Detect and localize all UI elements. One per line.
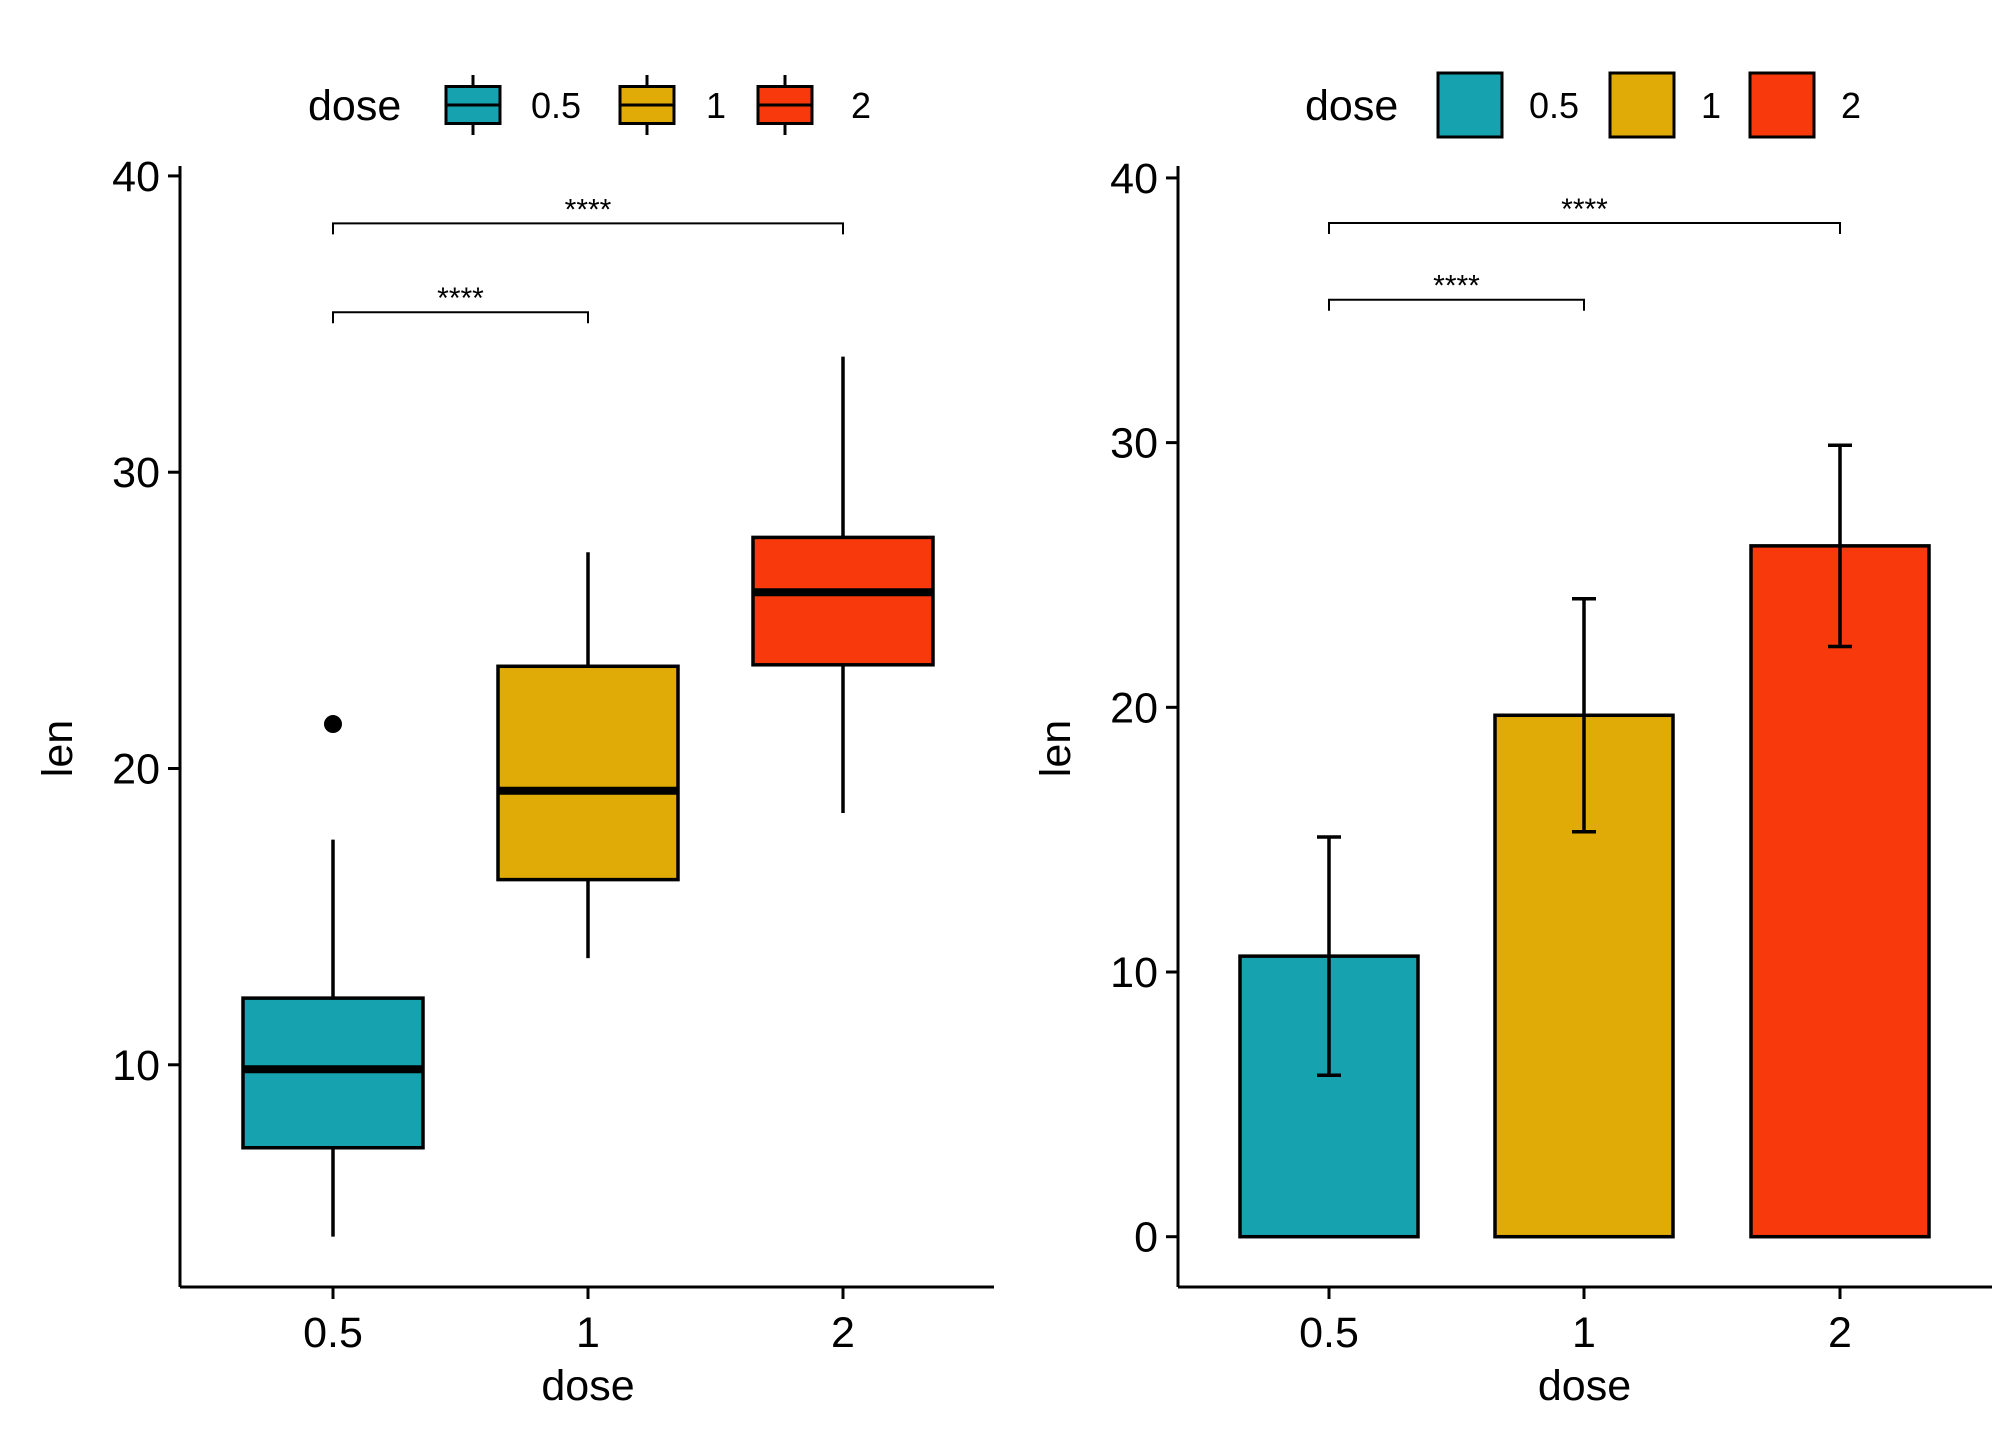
y-tick-label: 40 [1110,155,1158,203]
legend-label: 2 [851,85,871,126]
bracket-line [332,222,844,235]
significance-bracket: **** [332,282,589,324]
chart-panel-boxplot: 10 20 30 40 0.5 1 2 dose len **** **** dose 0.5 1 2 [34,75,994,1410]
legend-key-2: 2 [1748,71,1861,139]
y-tick-label: 10 [1110,949,1158,997]
significance-label: **** [437,282,484,315]
legend-label: 2 [1841,85,1861,126]
box-1 [496,552,680,959]
chart-panel-barplot: 0 10 20 30 40 0.5 1 2 dose len **** **** dose 0.5 1 2 [1032,71,1992,1410]
legend-key-swatch [1748,71,1816,139]
legend-key-swatch [1608,71,1676,139]
legend-label: 0.5 [531,85,581,126]
bar [1749,544,1931,1239]
box-iqr [496,664,680,882]
x-tick-label: 2 [831,1309,855,1357]
y-tick-label: 0 [1134,1214,1158,1262]
bracket-line [1328,298,1585,311]
y-tick-label: 40 [112,153,160,201]
y-tick-label: 30 [112,449,160,497]
y-tick-label: 30 [1110,420,1158,468]
x-tick-label: 2 [1828,1309,1852,1357]
significance-label: **** [1433,270,1480,303]
legend-label: 0.5 [1529,85,1579,126]
y-tick-label: 10 [112,1042,160,1090]
legend-label: 1 [706,85,726,126]
outlier-point [324,715,342,734]
bracket-line [332,311,589,324]
x-tick-label: 1 [576,1309,600,1357]
significance-label: **** [1561,193,1608,226]
legend-title: dose [308,82,401,130]
y-axis-title: len [34,720,82,777]
legend-key-0.5: 0.5 [1436,71,1579,139]
legend-key-1: 1 [1608,71,1721,139]
legend-title: dose [1305,82,1398,130]
legend-key-swatch [1436,71,1504,139]
box-iqr [751,535,935,667]
legend-label: 1 [1701,85,1721,126]
x-tick-label: 0.5 [303,1309,363,1357]
y-tick-label: 20 [1110,684,1158,732]
legend: dose 0.5 1 2 [1305,71,1861,139]
y-axis-title: len [1032,720,1080,777]
x-axis-title: dose [1538,1362,1631,1410]
legend-key-0.5: 0.5 [444,75,581,135]
x-tick-label: 1 [1572,1309,1596,1357]
bar-0.5 [1238,835,1420,1239]
y-tick-label: 20 [112,745,160,793]
x-axis-title: dose [541,1362,634,1410]
legend-key-2: 2 [756,75,871,135]
significance-bracket: **** [1328,193,1841,234]
significance-label: **** [565,193,612,226]
legend-key-1: 1 [618,75,726,135]
bar-2 [1749,443,1931,1239]
significance-bracket: **** [1328,270,1585,311]
box-2 [751,356,935,813]
significance-bracket: **** [332,193,844,235]
bar-1 [1493,597,1675,1239]
legend: dose 0.5 1 2 [308,75,871,135]
bracket-line [1328,221,1841,234]
x-tick-label: 0.5 [1299,1309,1359,1357]
box-0.5 [241,715,425,1237]
